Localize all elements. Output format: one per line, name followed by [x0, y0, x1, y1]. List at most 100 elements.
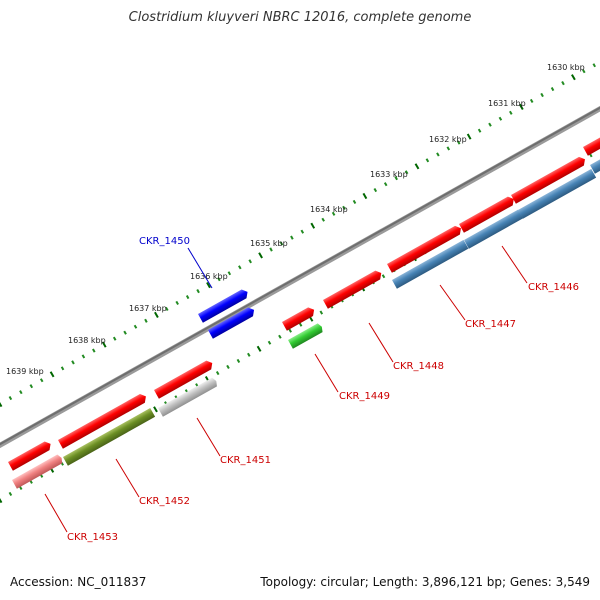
- gene-label-ckr-1452[interactable]: CKR_1452: [139, 496, 190, 507]
- major-tick: [466, 133, 472, 140]
- minor-tick: [8, 491, 13, 497]
- major-tick: [256, 345, 262, 352]
- major-tick: [49, 371, 55, 378]
- minor-tick: [300, 229, 305, 234]
- kbp-tick-label: 1633 kbp: [370, 170, 408, 179]
- minor-tick: [60, 366, 65, 371]
- gene-label-ckr-1446[interactable]: CKR_1446: [528, 282, 579, 293]
- minor-tick: [592, 63, 596, 68]
- minor-tick: [342, 205, 346, 210]
- feature-bar[interactable]: [12, 454, 64, 489]
- minor-tick: [446, 146, 451, 151]
- major-tick: [571, 74, 576, 81]
- kbp-tick-label: 1632 kbp: [429, 135, 467, 144]
- gene-label-ckr-1451[interactable]: CKR_1451: [220, 455, 271, 466]
- leader-line: [196, 417, 221, 457]
- gene-label-ckr-1450[interactable]: CKR_1450: [139, 236, 190, 247]
- cds-arrow[interactable]: [459, 195, 516, 233]
- minor-tick: [321, 217, 325, 222]
- feature-bar[interactable]: [590, 155, 600, 174]
- minor-tick: [248, 259, 252, 264]
- minor-tick: [8, 395, 13, 401]
- minor-tick: [238, 265, 242, 270]
- minor-tick: [175, 300, 179, 306]
- minor-tick: [509, 110, 513, 115]
- feature-bar[interactable]: [464, 209, 523, 249]
- minor-tick: [290, 235, 294, 240]
- major-tick: [0, 497, 3, 504]
- cds-arrow[interactable]: [154, 359, 215, 399]
- cds-arrow[interactable]: [323, 269, 384, 309]
- cds-arrow-reverse[interactable]: [208, 306, 256, 339]
- leader-line: [187, 247, 213, 289]
- minor-tick: [215, 370, 220, 376]
- map-title: Clostridium kluyveri NBRC 12016, complet…: [128, 10, 472, 25]
- cds-arrow[interactable]: [511, 155, 587, 204]
- minor-tick: [19, 390, 23, 395]
- kbp-tick-label: 1637 kbp: [129, 304, 167, 313]
- feature-bar[interactable]: [518, 168, 597, 219]
- minor-tick: [247, 352, 251, 357]
- major-tick: [101, 341, 107, 348]
- minor-tick: [381, 274, 386, 279]
- minor-tick: [529, 98, 534, 104]
- minor-tick: [81, 354, 86, 359]
- cds-arrow[interactable]: [387, 224, 463, 273]
- minor-tick: [288, 328, 292, 333]
- feature-bar[interactable]: [392, 239, 469, 289]
- minor-tick: [217, 277, 221, 282]
- minor-tick: [425, 158, 430, 163]
- kbp-tick-label: 1630 kbp: [547, 63, 585, 72]
- genome-backbone-highlight: [0, 106, 600, 446]
- genome-summary-text: Topology: circular; Length: 3,896,121 bp…: [260, 575, 590, 589]
- minor-tick: [123, 330, 127, 335]
- cds-arrow[interactable]: [583, 135, 600, 156]
- cds-arrow-reverse[interactable]: [198, 288, 250, 323]
- minor-tick: [582, 69, 586, 74]
- minor-tick: [185, 295, 190, 300]
- feature-bar[interactable]: [63, 408, 156, 466]
- minor-tick: [92, 348, 96, 353]
- minor-tick: [383, 182, 388, 187]
- minor-tick: [436, 152, 440, 157]
- major-tick: [518, 103, 524, 110]
- feature-layer: [8, 135, 600, 489]
- kbp-tick-label: 1638 kbp: [68, 336, 106, 345]
- kbp-tick-label: 1635 kbp: [250, 239, 288, 248]
- gene-label-ckr-1453[interactable]: CKR_1453: [67, 532, 118, 543]
- minor-tick: [71, 360, 75, 365]
- minor-tick: [561, 81, 565, 86]
- feature-bar[interactable]: [288, 322, 324, 349]
- minor-tick: [236, 358, 241, 364]
- kbp-scale-track: [0, 63, 596, 408]
- major-tick: [362, 192, 368, 200]
- minor-tick: [165, 306, 169, 312]
- gene-label-ckr-1447[interactable]: CKR_1447: [465, 319, 516, 330]
- minor-tick: [39, 378, 44, 383]
- minor-tick: [477, 128, 482, 133]
- minor-tick: [196, 289, 200, 294]
- major-tick: [258, 252, 263, 259]
- cds-arrow[interactable]: [282, 305, 317, 331]
- minor-tick: [373, 187, 378, 193]
- minor-tick: [498, 116, 503, 121]
- leader-line: [439, 284, 466, 321]
- minor-tick: [488, 122, 492, 127]
- major-tick: [310, 222, 316, 229]
- minor-tick: [540, 92, 544, 98]
- cds-arrow[interactable]: [58, 392, 148, 449]
- cds-arrow[interactable]: [8, 439, 53, 471]
- minor-tick: [29, 384, 34, 389]
- feature-bar[interactable]: [158, 377, 219, 417]
- kbp-tick-labels: 1630 kbp 1631 kbp 1632 kbp 1633 kbp 1634 kbp…: [6, 63, 585, 376]
- minor-tick: [352, 199, 357, 205]
- gene-label-ckr-1449[interactable]: CKR_1449: [339, 391, 390, 402]
- major-tick: [414, 163, 420, 170]
- leader-line: [368, 322, 394, 363]
- accession-text: Accession: NC_011837: [10, 575, 147, 589]
- minor-tick: [394, 176, 398, 181]
- major-tick: [0, 401, 3, 408]
- minor-tick: [227, 271, 232, 276]
- gene-label-ckr-1448[interactable]: CKR_1448: [393, 361, 444, 372]
